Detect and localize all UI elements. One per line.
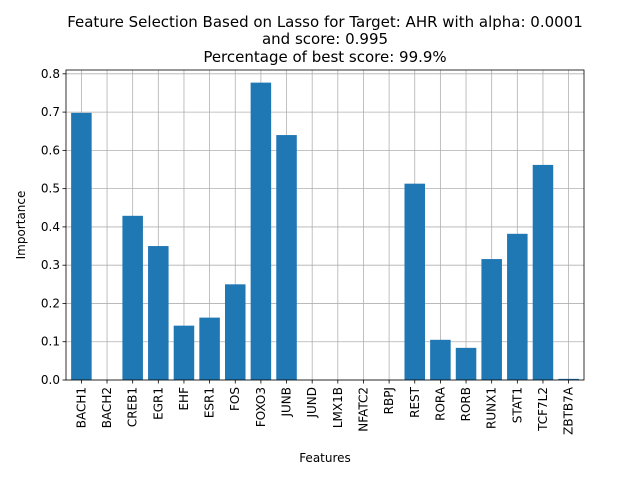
x-tick-label: ESR1 [203,387,217,418]
y-tick-label: 0.4 [41,220,60,234]
x-tick-label: FOS [228,387,242,411]
y-tick-label: 0.2 [41,296,60,310]
x-tick-label: REST [408,386,422,418]
bar-fos [224,284,246,380]
bar-bach1 [71,112,92,380]
x-tick-label: JUND [305,387,319,419]
y-tick-label: 0.8 [41,67,60,81]
x-tick-label: BACH2 [100,387,114,428]
bar-foxo3 [250,82,272,380]
bar-rora [430,339,451,380]
bar-tcf7l2 [532,164,554,380]
grid [66,70,584,381]
x-axis-label: Features [299,451,351,465]
y-tick-label: 0.0 [41,373,60,387]
y-axis: 0.0 0.1 0.2 0.3 0.4 0.5 0.6 0.7 0.8 [41,67,66,387]
y-tick-label: 0.3 [41,258,60,272]
x-tick-label: CREB1 [126,387,140,427]
y-tick-label: 0.7 [41,105,60,119]
title-line-2: and score: 0.995 [262,30,388,48]
bar-egr1 [148,246,169,380]
title-line-1: Feature Selection Based on Lasso for Tar… [67,13,583,31]
bars [71,82,579,380]
title-line-3: Percentage of best score: 99.9% [203,48,446,66]
x-tick-label: EHF [177,387,191,411]
bar-ehf [173,325,195,380]
x-tick-label: NFATC2 [356,387,370,432]
x-axis: BACH1 BACH2 CREB1 EGR1 EHF ESR1 FOS FOXO3 JUNB JU… [74,380,576,435]
x-tick-label: RBPJ [382,387,396,414]
x-tick-label: ZBTB7A [562,386,576,435]
x-tick-label: RUNX1 [485,387,499,429]
bar-zbtb7a [558,378,579,380]
plot-frame [65,69,585,381]
y-axis-label: Importance [14,191,28,260]
bar-creb1 [122,215,143,380]
bar-esr1 [199,317,220,380]
bar-runx1 [481,259,502,380]
chart-title: Feature Selection Based on Lasso for Tar… [67,13,583,66]
bar-junb [276,135,297,380]
x-tick-label: JUNB [280,387,294,418]
x-tick-label: RORA [433,386,447,421]
x-tick-label: LMX1B [331,387,345,428]
y-tick-label: 0.1 [41,335,60,349]
x-tick-label: EGR1 [151,387,165,420]
x-tick-label: STAT1 [510,387,524,423]
x-tick-label: TCF7L2 [536,387,550,432]
y-tick-label: 0.6 [41,143,60,157]
bar-rest [404,183,426,380]
x-tick-label: RORB [459,387,473,421]
x-tick-label: FOXO3 [254,387,268,427]
bar-rorb [455,347,477,380]
y-tick-label: 0.5 [41,182,60,196]
x-tick-label: BACH1 [74,387,88,428]
bar-stat1 [507,233,528,380]
